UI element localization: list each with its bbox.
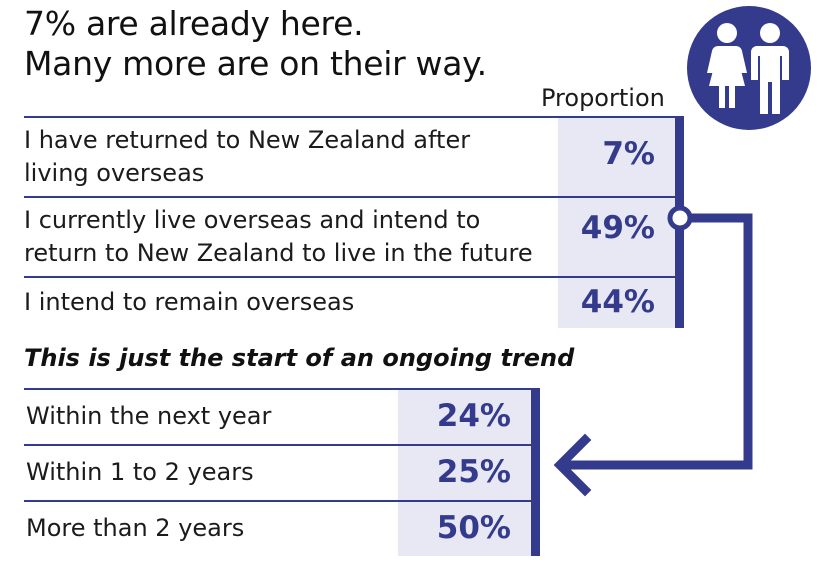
table-row: I intend to remain overseas bbox=[24, 276, 681, 328]
proportion-column-header: Proportion bbox=[541, 84, 665, 112]
table-row: I have returned to New Zealand after liv… bbox=[24, 116, 681, 196]
man-and-woman-icon bbox=[687, 6, 811, 130]
headline-line-1: 7% are already here. bbox=[24, 4, 364, 43]
value-label: 44% bbox=[580, 284, 655, 320]
row-label: More than 2 years bbox=[26, 514, 245, 542]
value-cell: 44% bbox=[558, 278, 675, 328]
row-label-line-1: I currently live overseas and intend to bbox=[24, 206, 481, 234]
sub-headline: This is just the start of an ongoing tre… bbox=[24, 344, 575, 372]
row-label: Within 1 to 2 years bbox=[26, 458, 254, 486]
section-2-vertical-bar bbox=[531, 388, 540, 556]
value-cell: 7% bbox=[558, 118, 675, 196]
value-cell: 24% bbox=[398, 390, 531, 444]
table-row: More than 2 years bbox=[24, 500, 538, 556]
table-row: I currently live overseas and intend to … bbox=[24, 196, 681, 276]
headline-line-2: Many more are on their way. bbox=[24, 44, 487, 83]
value-cell: 25% bbox=[398, 446, 531, 500]
row-label: Within the next year bbox=[26, 402, 272, 430]
row-label-line-1: I intend to remain overseas bbox=[24, 288, 355, 316]
value-label: 49% bbox=[580, 210, 655, 246]
headline: 7% are already here. Many more are on th… bbox=[24, 4, 487, 84]
value-cell: 49% bbox=[558, 198, 675, 276]
value-label: 25% bbox=[436, 454, 511, 490]
value-label: 24% bbox=[436, 398, 511, 434]
row-label: I currently live overseas and intend to … bbox=[24, 204, 533, 270]
row-label-line-2: living overseas bbox=[24, 159, 205, 187]
row-label-line-2: return to New Zealand to live in the fut… bbox=[24, 239, 533, 267]
row-label-line-1: I have returned to New Zealand after bbox=[24, 126, 471, 154]
row-label: I have returned to New Zealand after liv… bbox=[24, 124, 470, 190]
value-label: 50% bbox=[436, 510, 511, 546]
row-label: I intend to remain overseas bbox=[24, 286, 354, 319]
value-cell: 50% bbox=[398, 502, 531, 556]
table-row: Within the next year bbox=[24, 388, 538, 444]
table-row: Within 1 to 2 years bbox=[24, 444, 538, 500]
value-label: 7% bbox=[602, 136, 655, 172]
